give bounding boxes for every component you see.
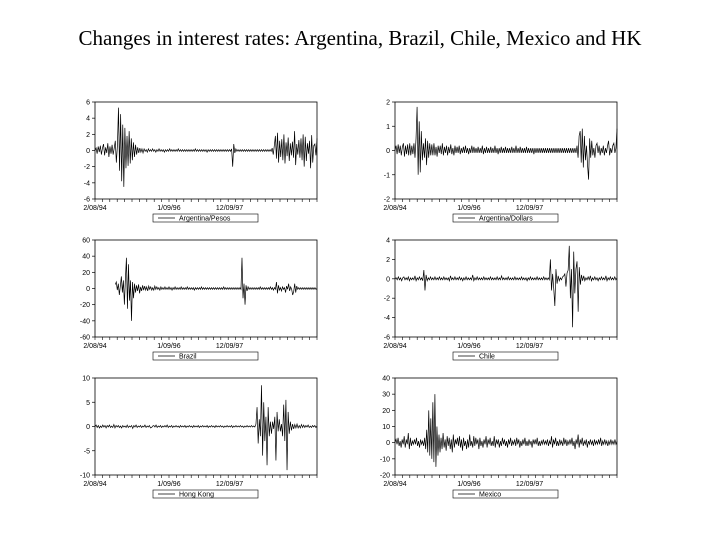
legend-label: Brazil (179, 354, 197, 361)
x-tick-label: 2/08/94 (383, 481, 406, 488)
legend-box (452, 351, 559, 361)
y-tick-label: 0 (86, 286, 90, 293)
y-tick-label: -2 (384, 296, 390, 303)
y-tick-label: 60 (82, 238, 90, 245)
y-tick-label: -2 (384, 197, 390, 204)
y-tick-label: -6 (384, 335, 390, 342)
chart-hong-kong: -10 -5 0 5 10 2/08/94 1/09/96 12/09/97 Hong Kong (58, 371, 328, 506)
y-tick-label: -4 (384, 315, 390, 322)
x-tick-label: 2/08/94 (383, 343, 406, 350)
x-tick-label: 2/08/94 (83, 481, 106, 488)
y-tick-label: 2 (386, 100, 390, 107)
y-tick-label: -2 (84, 164, 90, 171)
x-tick-label: 12/09/97 (516, 205, 543, 212)
legend-box (152, 351, 259, 361)
slide-title: Changes in interest rates: Argentina, Br… (78, 26, 642, 50)
x-tick-label: 12/09/97 (216, 205, 243, 212)
legend-box (152, 213, 259, 223)
legend-label: Argentina/Pesos (179, 216, 231, 223)
y-tick-label: -4 (84, 180, 90, 187)
legend-label: Mexico (479, 492, 501, 499)
x-tick-label: 1/09/96 (157, 481, 180, 488)
x-tick-label: 1/09/96 (457, 481, 480, 488)
chart-chile: -6 -4 -2 0 2 4 2/08/94 1/09/96 12/09/97 Chile (358, 233, 628, 368)
y-tick-label: 10 (382, 424, 390, 431)
y-tick-label: 5 (86, 400, 90, 407)
chart-argentina-dollars: -2 -1 0 1 2 2/08/94 1/09/96 12/09/97 Argentina/D… (358, 95, 628, 230)
series-line (94, 385, 318, 471)
y-tick-label: 20 (82, 270, 90, 277)
y-tick-label: 0 (386, 440, 390, 447)
legend-box (152, 489, 259, 499)
y-tick-label: 1 (386, 124, 390, 131)
y-tick-label: 0 (86, 148, 90, 155)
legend-label: Hong Kong (179, 492, 214, 499)
y-tick-label: 30 (382, 392, 390, 399)
x-tick-label: 12/09/97 (516, 343, 543, 350)
chart-mexico: -20 -10 0 10 20 30 40 2/08/94 1/09/96 12/09/97 Mex… (358, 371, 628, 506)
x-tick-label: 1/09/96 (457, 205, 480, 212)
y-tick-label: 20 (382, 408, 390, 415)
chart-brazil: -60 -40 -20 0 20 40 60 2/08/94 1/09/96 12/09/97 Br… (58, 233, 328, 368)
series-line (394, 245, 618, 328)
y-tick-label: 0 (386, 148, 390, 155)
y-tick-label: -6 (84, 197, 90, 204)
x-tick-label: 12/09/97 (516, 481, 543, 488)
y-tick-label: 0 (86, 424, 90, 431)
x-tick-label: 2/08/94 (83, 205, 106, 212)
y-tick-label: 6 (86, 100, 90, 107)
y-tick-label: -60 (80, 335, 90, 342)
plot-frame (394, 239, 618, 338)
x-tick-label: 2/08/94 (83, 343, 106, 350)
y-tick-label: -1 (384, 172, 390, 179)
y-tick-label: 40 (82, 254, 90, 261)
x-tick-label: 1/09/96 (457, 343, 480, 350)
y-tick-label: -20 (380, 473, 390, 480)
legend-label: Argentina/Dollars (479, 216, 533, 223)
x-tick-label: 12/09/97 (216, 343, 243, 350)
y-tick-label: 4 (386, 238, 390, 245)
legend-label: Chile (479, 354, 495, 361)
y-tick-label: 40 (382, 376, 390, 383)
series-line (114, 257, 318, 321)
chart-argentina-pesos: -6 -4 -2 0 2 4 6 2/08/94 1/09/96 12/09/97 Argentin… (58, 95, 328, 230)
y-tick-label: 4 (86, 116, 90, 123)
legend-box (452, 489, 559, 499)
x-tick-label: 1/09/96 (157, 343, 180, 350)
y-tick-label: 2 (386, 257, 390, 264)
y-tick-label: -20 (80, 302, 90, 309)
legend-box (452, 213, 559, 223)
y-tick-label: -40 (80, 318, 90, 325)
y-tick-label: 0 (386, 276, 390, 283)
x-tick-label: 2/08/94 (383, 205, 406, 212)
y-tick-label: -10 (80, 473, 90, 480)
y-tick-label: -10 (380, 456, 390, 463)
x-tick-label: 12/09/97 (216, 481, 243, 488)
series-line (394, 106, 618, 180)
y-tick-label: 2 (86, 132, 90, 139)
series-line (394, 394, 618, 467)
y-tick-label: -5 (84, 448, 90, 455)
x-tick-label: 1/09/96 (157, 205, 180, 212)
series-line (94, 107, 318, 187)
y-tick-label: 10 (82, 376, 90, 383)
